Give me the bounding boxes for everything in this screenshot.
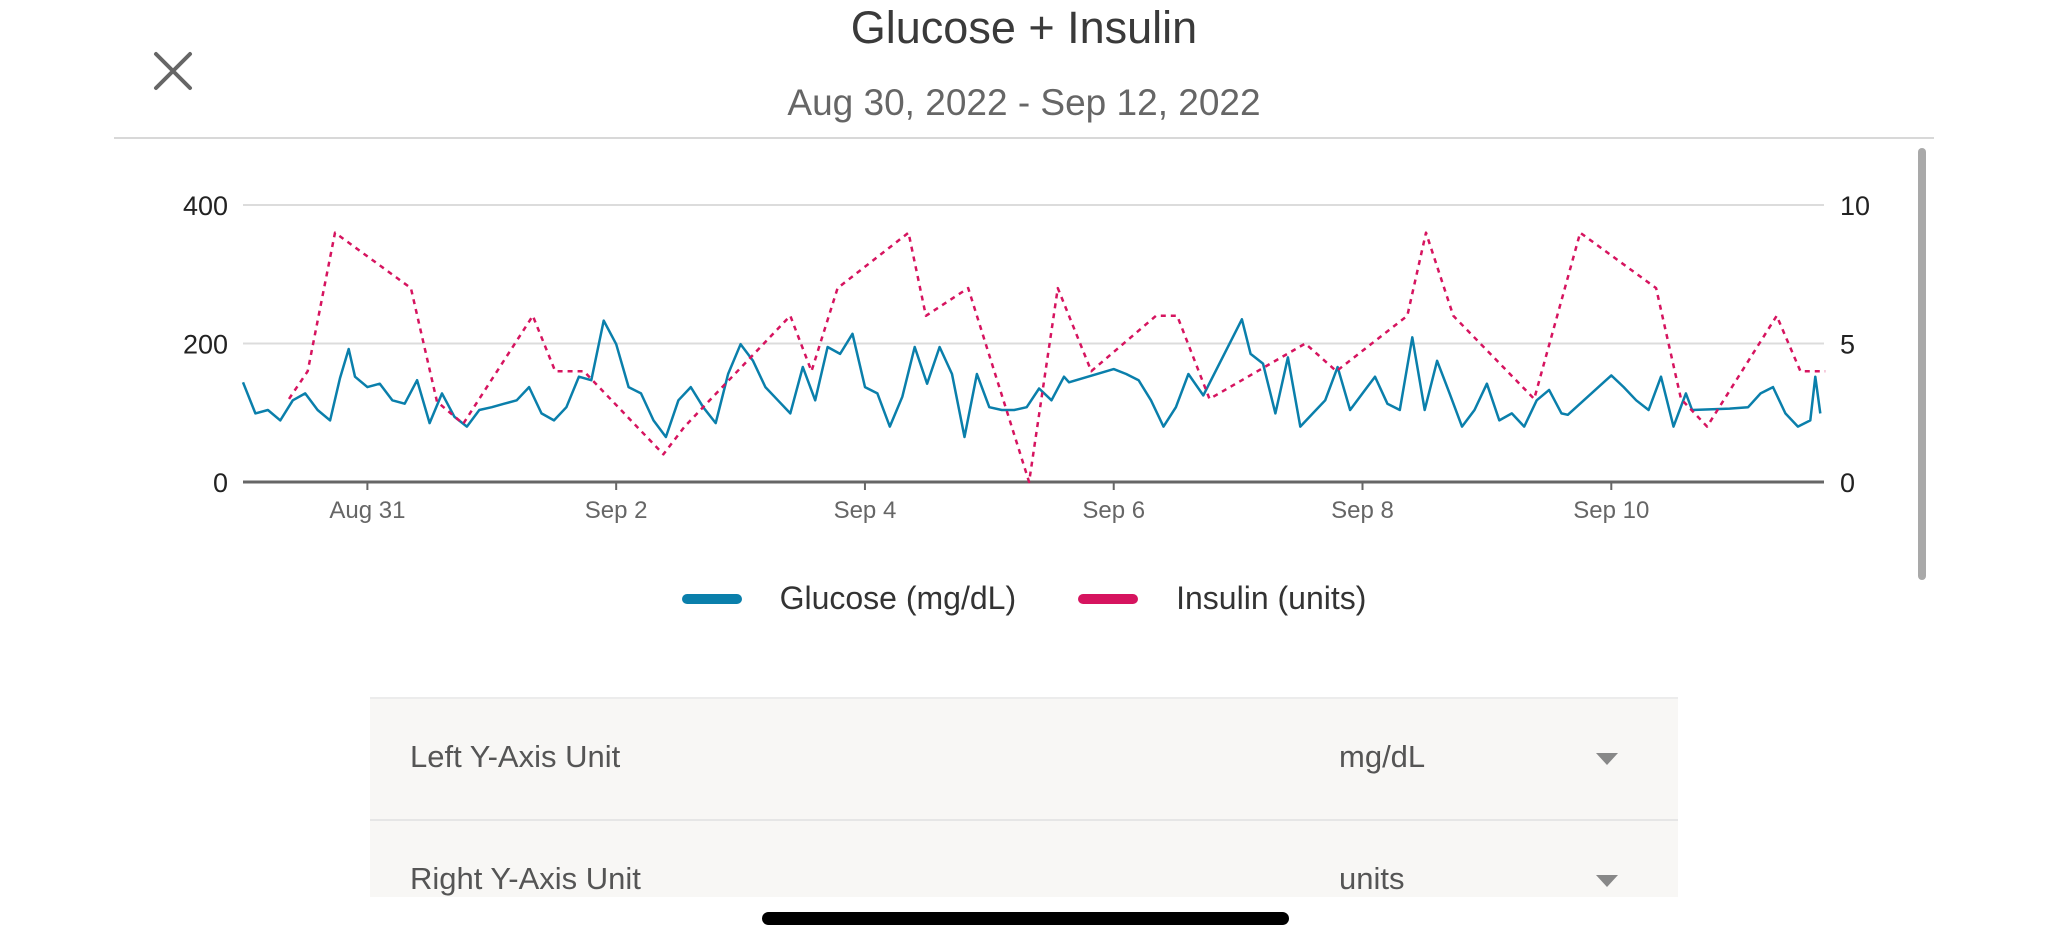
insulin-swatch xyxy=(1078,593,1139,604)
setting-value[interactable]: units xyxy=(1339,861,1405,896)
x-tick-label: Sep 2 xyxy=(585,497,648,524)
dropdown-arrow-icon[interactable] xyxy=(1596,753,1618,765)
home-indicator[interactable] xyxy=(762,912,1289,925)
dropdown-arrow-icon[interactable] xyxy=(1596,875,1618,887)
chart-title: Glucose + Insulin xyxy=(850,2,1198,53)
header-divider xyxy=(114,137,1934,139)
axis-settings: Left Y-Axis Unit mg/dL Right Y-Axis Unit… xyxy=(370,697,1678,897)
left-tick-label: 200 xyxy=(183,330,228,360)
close-button[interactable] xyxy=(150,48,196,94)
chart: 0 0 200 5 400 10 Aug 31 Sep 2 Sep 4 Sep 6 Sep 8 Sep… xyxy=(183,191,1870,524)
left-tick-label: 0 xyxy=(213,468,228,498)
setting-value[interactable]: mg/dL xyxy=(1339,739,1426,774)
scrollbar[interactable] xyxy=(1918,148,1926,580)
date-range: Aug 30, 2022 - Sep 12, 2022 xyxy=(787,82,1261,123)
glucose-line xyxy=(241,318,1822,439)
right-axis-unit-select[interactable]: Right Y-Axis Unit units xyxy=(370,821,1678,897)
right-tick-label: 5 xyxy=(1840,330,1855,360)
x-tick-label: Aug 31 xyxy=(329,497,405,524)
x-tick-label: Sep 4 xyxy=(834,497,897,524)
legend-label: Insulin (units) xyxy=(1176,580,1367,616)
legend-label: Glucose (mg/dL) xyxy=(779,580,1017,616)
x-tick-label: Sep 8 xyxy=(1331,497,1394,524)
right-tick-label: 10 xyxy=(1840,191,1870,221)
close-icon xyxy=(154,52,192,90)
setting-label: Right Y-Axis Unit xyxy=(410,861,641,896)
glucose-swatch xyxy=(681,593,742,604)
setting-label: Left Y-Axis Unit xyxy=(410,739,621,774)
left-axis-unit-select[interactable]: Left Y-Axis Unit mg/dL xyxy=(370,699,1678,821)
right-tick-label: 0 xyxy=(1840,468,1855,498)
legend-item-glucose[interactable]: Glucose (mg/dL) xyxy=(681,580,1017,617)
legend-item-insulin[interactable]: Insulin (units) xyxy=(1078,580,1366,617)
x-tick-label: Sep 6 xyxy=(1082,497,1145,524)
left-tick-label: 400 xyxy=(183,191,228,221)
insulin-line xyxy=(287,231,1826,484)
legend: Glucose (mg/dL) Insulin (units) xyxy=(0,580,2048,617)
x-tick-label: Sep 10 xyxy=(1573,497,1649,524)
